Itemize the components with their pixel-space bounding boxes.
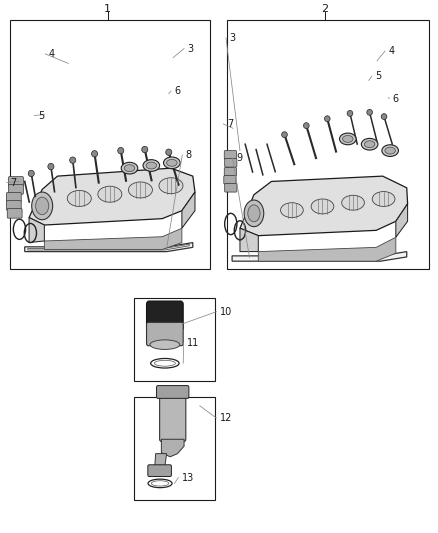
Bar xyxy=(134,298,215,381)
FancyBboxPatch shape xyxy=(224,167,237,176)
Ellipse shape xyxy=(146,162,156,169)
Ellipse shape xyxy=(70,157,76,164)
Text: 3: 3 xyxy=(187,44,194,53)
Text: 4: 4 xyxy=(389,46,395,56)
Text: 13: 13 xyxy=(182,473,194,482)
Text: 7: 7 xyxy=(11,177,17,188)
Text: 6: 6 xyxy=(393,93,399,103)
Ellipse shape xyxy=(372,191,395,206)
Ellipse shape xyxy=(92,151,98,157)
Polygon shape xyxy=(29,168,195,225)
Text: 12: 12 xyxy=(220,413,232,423)
FancyBboxPatch shape xyxy=(224,175,236,184)
Text: 11: 11 xyxy=(187,338,199,348)
FancyBboxPatch shape xyxy=(147,301,183,331)
FancyBboxPatch shape xyxy=(7,208,22,218)
FancyBboxPatch shape xyxy=(224,151,237,159)
Text: 5: 5 xyxy=(38,110,44,120)
Bar xyxy=(227,20,428,269)
FancyBboxPatch shape xyxy=(225,159,237,167)
Ellipse shape xyxy=(244,200,264,227)
Ellipse shape xyxy=(48,164,54,169)
FancyBboxPatch shape xyxy=(9,176,23,186)
Text: 9: 9 xyxy=(236,153,242,163)
FancyBboxPatch shape xyxy=(159,392,186,441)
Ellipse shape xyxy=(325,116,330,122)
Polygon shape xyxy=(25,243,193,252)
Polygon shape xyxy=(44,228,182,249)
Text: 4: 4 xyxy=(49,49,55,59)
Text: 10: 10 xyxy=(220,306,232,317)
Ellipse shape xyxy=(166,149,172,156)
Ellipse shape xyxy=(361,139,378,150)
Polygon shape xyxy=(240,228,258,252)
FancyBboxPatch shape xyxy=(9,184,23,194)
Polygon shape xyxy=(258,237,396,261)
Ellipse shape xyxy=(382,145,399,157)
Polygon shape xyxy=(396,204,408,237)
Text: 2: 2 xyxy=(321,4,328,14)
Ellipse shape xyxy=(347,110,353,116)
Text: 8: 8 xyxy=(186,150,192,160)
Text: 6: 6 xyxy=(174,86,180,96)
Ellipse shape xyxy=(98,186,122,202)
Ellipse shape xyxy=(142,147,148,153)
Ellipse shape xyxy=(150,340,180,350)
Bar xyxy=(11,20,210,269)
Ellipse shape xyxy=(159,177,183,193)
Polygon shape xyxy=(182,192,195,228)
FancyBboxPatch shape xyxy=(156,385,189,398)
Ellipse shape xyxy=(118,148,124,154)
FancyBboxPatch shape xyxy=(225,183,237,192)
Ellipse shape xyxy=(367,109,372,115)
Ellipse shape xyxy=(385,147,396,154)
Text: 7: 7 xyxy=(227,119,233,129)
Polygon shape xyxy=(154,454,166,471)
Ellipse shape xyxy=(364,141,375,148)
Text: 3: 3 xyxy=(230,33,236,43)
Ellipse shape xyxy=(339,133,356,145)
Polygon shape xyxy=(29,217,44,243)
Polygon shape xyxy=(161,439,184,457)
Ellipse shape xyxy=(342,195,364,210)
Ellipse shape xyxy=(67,190,91,206)
Ellipse shape xyxy=(124,165,135,172)
Ellipse shape xyxy=(311,199,334,214)
Polygon shape xyxy=(240,176,408,236)
Text: 1: 1 xyxy=(104,4,111,14)
Text: 5: 5 xyxy=(375,71,381,81)
Ellipse shape xyxy=(32,192,53,220)
Bar xyxy=(134,397,215,500)
Ellipse shape xyxy=(166,159,177,166)
Ellipse shape xyxy=(248,205,260,222)
FancyBboxPatch shape xyxy=(148,465,171,477)
FancyBboxPatch shape xyxy=(7,192,21,202)
Ellipse shape xyxy=(35,197,49,215)
Polygon shape xyxy=(232,252,407,261)
Ellipse shape xyxy=(381,114,387,119)
FancyBboxPatch shape xyxy=(147,322,183,346)
FancyBboxPatch shape xyxy=(7,200,21,210)
Ellipse shape xyxy=(128,182,152,198)
Ellipse shape xyxy=(281,203,303,217)
Ellipse shape xyxy=(28,170,34,176)
Ellipse shape xyxy=(304,123,309,128)
Ellipse shape xyxy=(163,157,180,168)
Ellipse shape xyxy=(343,135,353,142)
Ellipse shape xyxy=(121,163,138,174)
Ellipse shape xyxy=(282,132,287,138)
Ellipse shape xyxy=(143,160,159,171)
